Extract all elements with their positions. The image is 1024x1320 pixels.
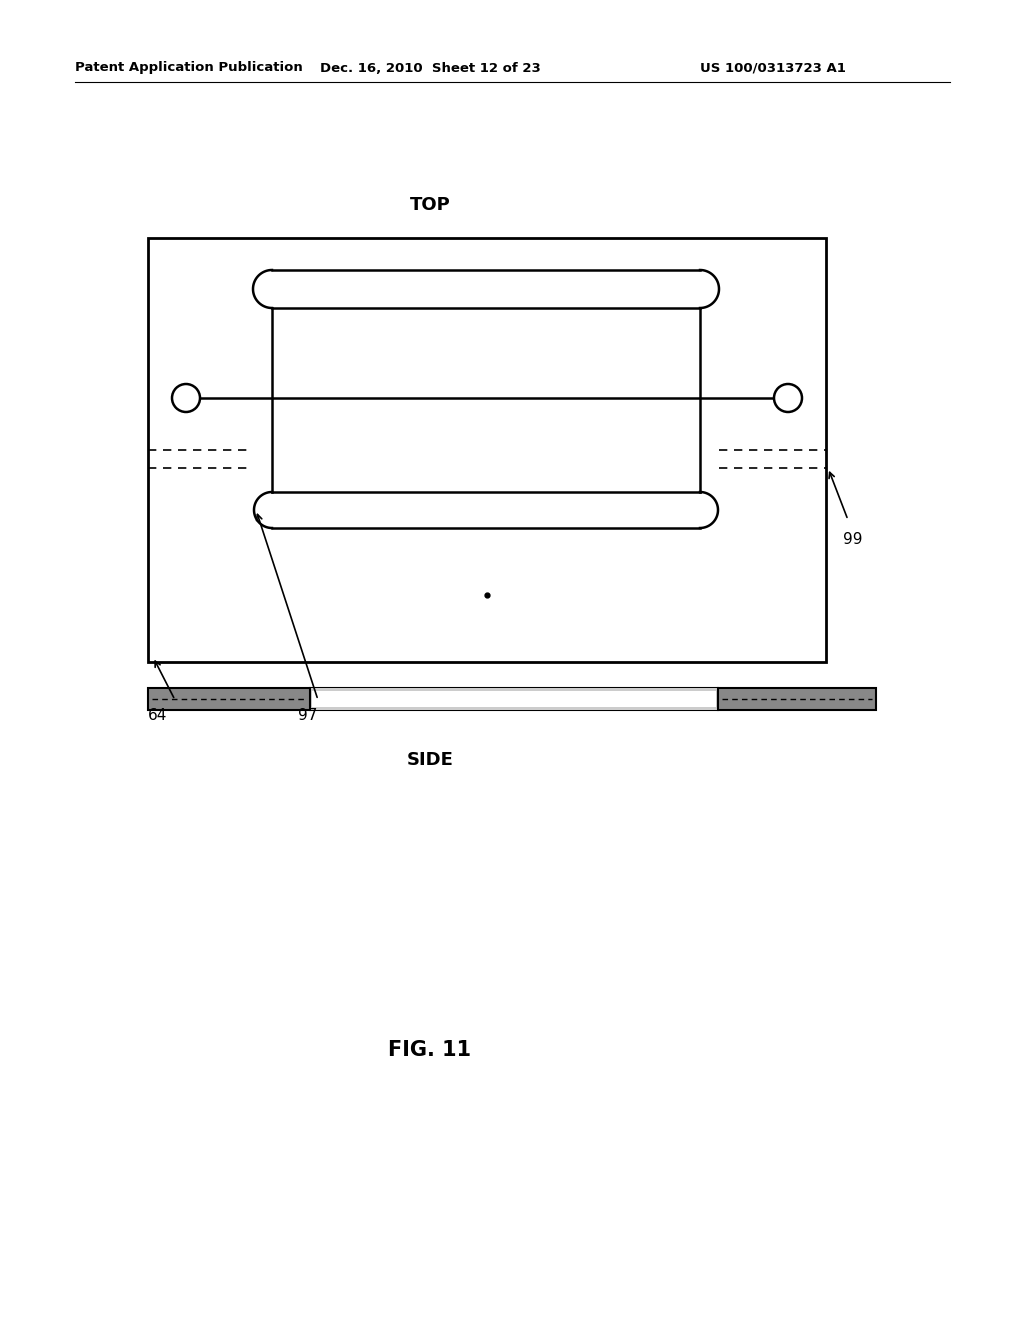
Text: Patent Application Publication: Patent Application Publication bbox=[75, 62, 303, 74]
Text: 97: 97 bbox=[298, 708, 317, 722]
Circle shape bbox=[774, 384, 802, 412]
Bar bbox=[312, 690, 716, 708]
Bar bbox=[148, 238, 826, 663]
Text: 99: 99 bbox=[843, 532, 862, 548]
Text: 64: 64 bbox=[148, 708, 167, 722]
Bar bbox=[148, 688, 876, 710]
Circle shape bbox=[172, 384, 200, 412]
Text: SIDE: SIDE bbox=[407, 751, 454, 770]
Text: FIG. 11: FIG. 11 bbox=[388, 1040, 472, 1060]
Bar bbox=[310, 688, 718, 710]
Text: TOP: TOP bbox=[410, 195, 451, 214]
Text: US 100/0313723 A1: US 100/0313723 A1 bbox=[700, 62, 846, 74]
Text: Dec. 16, 2010  Sheet 12 of 23: Dec. 16, 2010 Sheet 12 of 23 bbox=[319, 62, 541, 74]
